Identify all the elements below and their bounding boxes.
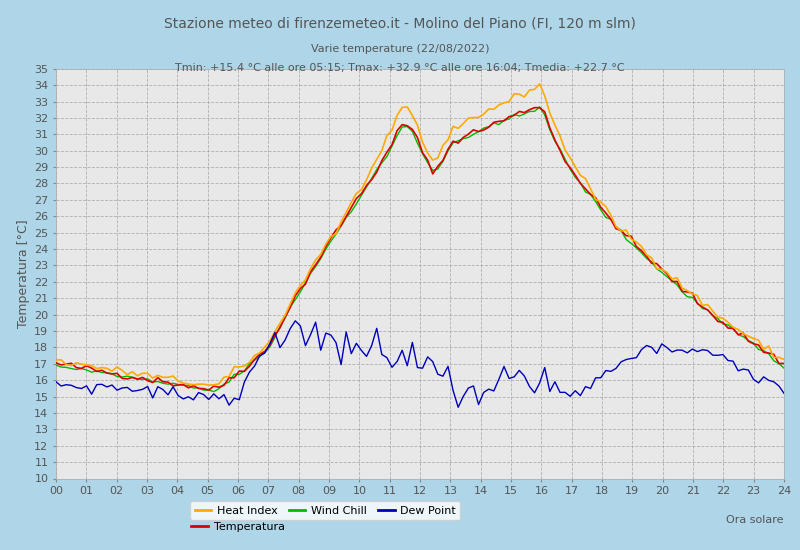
Text: Stazione meteo di firenzemeteo.it - Molino del Piano (FI, 120 m slm): Stazione meteo di firenzemeteo.it - Moli… — [164, 16, 636, 30]
Text: Ora solare: Ora solare — [726, 515, 784, 525]
Legend: Temperatura: Temperatura — [187, 518, 289, 536]
Text: Tmin: +15.4 °C alle ore 05:15; Tmax: +32.9 °C alle ore 16:04; Tmedia: +22.7 °C: Tmin: +15.4 °C alle ore 05:15; Tmax: +32… — [175, 63, 625, 73]
Text: Varie temperature (22/08/2022): Varie temperature (22/08/2022) — [310, 44, 490, 54]
Y-axis label: Temperatura [°C]: Temperatura [°C] — [17, 219, 30, 328]
